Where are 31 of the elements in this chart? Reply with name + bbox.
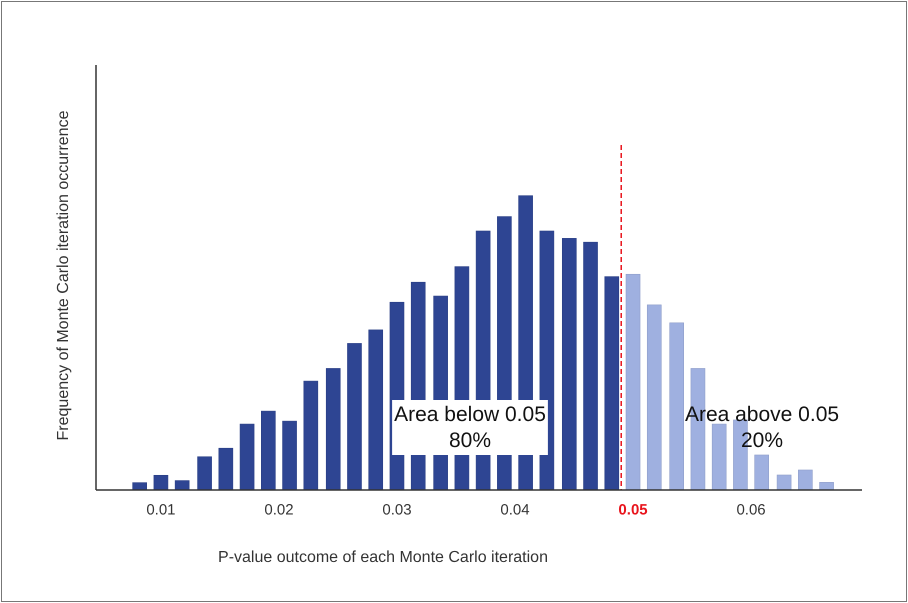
annotation: Area below 0.05 80% [394,403,546,452]
bar [646,304,662,490]
bar [197,456,212,490]
x-tick-label: 0.03 [382,502,412,519]
bar [154,474,168,490]
x-tick-label: 0.01 [146,502,176,519]
bar [562,238,577,490]
x-axis-title: P-value outcome of each Monte Carlo iteration [218,549,548,566]
bar [798,470,813,490]
x-tick-label: 0.06 [736,502,766,519]
bar [583,242,598,490]
bar [282,420,297,490]
bar [240,424,254,490]
bar [669,322,684,490]
bar [218,448,234,490]
bar [626,274,640,490]
x-tick-label: 0.05 [618,502,648,519]
bar [261,410,276,490]
bar [326,368,341,490]
bar [368,330,384,490]
annotation: Area above 0.05 20% [684,403,840,452]
bar [712,424,726,490]
x-tick-label: 0.04 [500,502,530,519]
y-axis-title: Frequency of Monte Carlo iteration occurrence [55,110,72,440]
bar [776,474,792,490]
bar [347,343,362,490]
x-tick-label: 0.02 [264,502,294,519]
bar [819,482,834,490]
bar [604,276,620,490]
bar [304,380,318,490]
bar [754,454,769,490]
